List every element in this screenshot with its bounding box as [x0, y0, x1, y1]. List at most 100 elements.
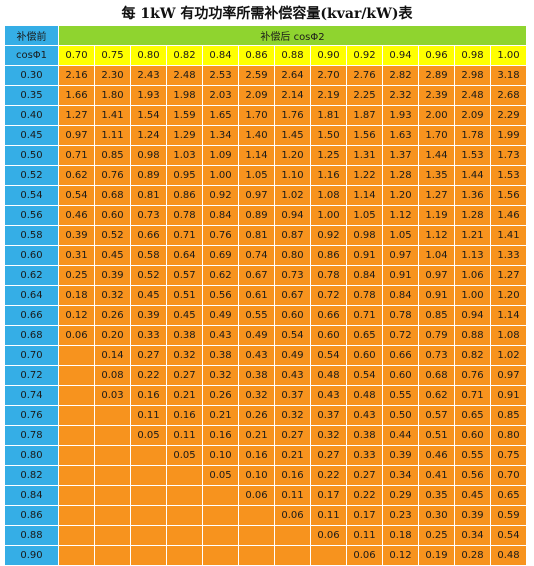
cos1-row-header: 0.76	[4, 405, 59, 426]
value-cell: 0.73	[418, 345, 455, 366]
value-cell: 1.02	[489, 345, 528, 366]
value-cell: 1.05	[346, 205, 383, 226]
value-cell: 0.54	[346, 365, 383, 386]
table-row: 0.45 0.97 1.11 1.24 1.29 1.34 1.40 1.45 1.50 1.56…	[4, 125, 528, 146]
value-cell: 0.55	[382, 385, 419, 406]
value-cell: 1.14	[238, 145, 275, 166]
value-cell: 0.38	[202, 345, 239, 366]
value-cell: 1.37	[382, 145, 419, 166]
value-cell: 0.89	[130, 165, 167, 186]
value-cell: 0.56	[454, 465, 491, 486]
empty-cell	[202, 525, 239, 546]
value-cell: 1.63	[382, 125, 419, 146]
empty-cell	[94, 445, 131, 466]
empty-cell	[166, 465, 203, 486]
value-cell: 1.20	[489, 285, 528, 306]
empty-cell	[238, 545, 275, 566]
value-cell: 0.27	[166, 365, 203, 386]
table-row: 0.78 0.05 0.11 0.16 0.21 0.27 0.32 0.38 0.44 0.51…	[4, 425, 528, 446]
value-cell: 0.16	[202, 425, 239, 446]
value-cell: 0.12	[382, 545, 419, 566]
cos2-header-cell: 0.88	[274, 45, 311, 66]
value-cell: 0.41	[418, 465, 455, 486]
value-cell: 1.33	[489, 245, 528, 266]
value-cell: 0.35	[418, 485, 455, 506]
value-cell: 0.68	[418, 365, 455, 386]
cos2-header-cell: 0.98	[454, 45, 491, 66]
value-cell: 1.14	[346, 185, 383, 206]
value-cell: 0.55	[238, 305, 275, 326]
empty-cell	[58, 485, 95, 506]
value-cell: 0.49	[202, 305, 239, 326]
value-cell: 2.89	[418, 65, 455, 86]
value-cell: 0.29	[382, 485, 419, 506]
value-cell: 0.33	[346, 445, 383, 466]
empty-cell	[202, 485, 239, 506]
table-row: 0.74 0.03 0.16 0.21 0.26 0.32 0.37 0.43 0.48 0.55…	[4, 385, 528, 406]
table-row: 0.30 2.16 2.30 2.43 2.48 2.53 2.59 2.64 2.70 2.76…	[4, 65, 528, 86]
empty-cell	[130, 525, 167, 546]
empty-cell	[166, 485, 203, 506]
value-cell: 1.65	[202, 105, 239, 126]
value-cell: 0.32	[94, 285, 131, 306]
empty-cell	[58, 445, 95, 466]
value-cell: 0.45	[166, 305, 203, 326]
value-cell: 0.70	[489, 465, 528, 486]
header-row-cos2: cosΦ1 0.70 0.75 0.80 0.82 0.84 0.86 0.88 0.90 0.…	[4, 45, 528, 66]
value-cell: 0.62	[418, 385, 455, 406]
cos1-row-header: 0.78	[4, 425, 59, 446]
value-cell: 0.73	[274, 265, 311, 286]
cos1-row-header: 0.62	[4, 265, 59, 286]
value-cell: 0.37	[310, 405, 347, 426]
value-cell: 1.19	[418, 205, 455, 226]
cos2-header-cell: 0.90	[310, 45, 347, 66]
value-cell: 0.79	[418, 325, 455, 346]
value-cell: 1.93	[130, 85, 167, 106]
cos1-row-header: 0.68	[4, 325, 59, 346]
value-cell: 0.18	[382, 525, 419, 546]
value-cell: 1.28	[382, 165, 419, 186]
value-cell: 0.06	[238, 485, 275, 506]
cos1-row-header: 0.88	[4, 525, 59, 546]
value-cell: 0.05	[166, 445, 203, 466]
cos1-row-header: 0.74	[4, 385, 59, 406]
value-cell: 0.74	[238, 245, 275, 266]
value-cell: 2.19	[310, 85, 347, 106]
table-row: 0.66 0.12 0.26 0.39 0.45 0.49 0.55 0.60 0.66 0.71…	[4, 305, 528, 326]
cos1-row-header: 0.84	[4, 485, 59, 506]
empty-cell	[94, 485, 131, 506]
value-cell: 0.78	[310, 265, 347, 286]
value-cell: 0.08	[94, 365, 131, 386]
value-cell: 0.06	[58, 325, 95, 346]
empty-cell	[166, 505, 203, 526]
value-cell: 0.22	[130, 365, 167, 386]
value-cell: 0.39	[130, 305, 167, 326]
cos2-header-cell: 0.80	[130, 45, 167, 66]
value-cell: 2.98	[454, 65, 491, 86]
value-cell: 0.60	[310, 325, 347, 346]
value-cell: 1.70	[238, 105, 275, 126]
value-cell: 0.64	[166, 245, 203, 266]
empty-cell	[94, 505, 131, 526]
value-cell: 0.16	[166, 405, 203, 426]
value-cell: 0.66	[310, 305, 347, 326]
value-cell: 0.32	[310, 425, 347, 446]
value-cell: 1.21	[454, 225, 491, 246]
value-cell: 1.14	[489, 305, 528, 326]
value-cell: 0.06	[346, 545, 383, 566]
value-cell: 0.32	[166, 345, 203, 366]
value-cell: 0.37	[274, 385, 311, 406]
table-row: 0.35 1.66 1.80 1.93 1.98 2.03 2.09 2.14 2.19 2.25…	[4, 85, 528, 106]
empty-cell	[202, 505, 239, 526]
table-row: 0.64 0.18 0.32 0.45 0.51 0.56 0.61 0.67 0.72 0.78…	[4, 285, 528, 306]
empty-cell	[58, 465, 95, 486]
value-cell: 1.56	[346, 125, 383, 146]
cos2-header-cell: 1.00	[489, 45, 528, 66]
value-cell: 0.65	[346, 325, 383, 346]
value-cell: 0.68	[94, 185, 131, 206]
value-cell: 2.14	[274, 85, 311, 106]
value-cell: 0.85	[489, 405, 528, 426]
value-cell: 1.44	[454, 165, 491, 186]
empty-cell	[166, 545, 203, 566]
value-cell: 1.59	[166, 105, 203, 126]
